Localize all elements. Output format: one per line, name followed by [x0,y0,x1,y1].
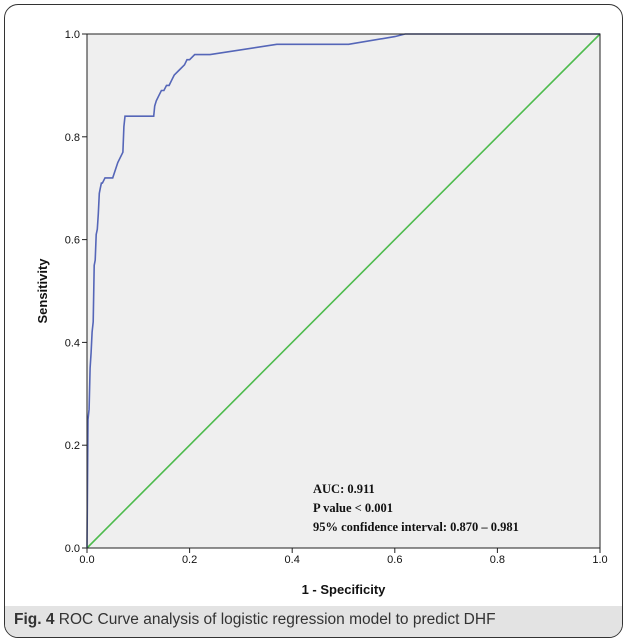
axis-ticks: 0.0 0.2 0.4 0.6 0.8 1.0 0.0 0.2 0.4 0.6 0.8 1.0 [65,29,608,566]
figure-label: Fig. 4 [14,611,55,628]
y-tick-label: 1.0 [65,29,80,41]
x-tick-label: 1.0 [592,554,607,566]
x-axis-title: 1 - Specificity [302,582,387,597]
x-tick-label: 0.6 [387,554,402,566]
reference-diagonal-line [86,33,601,549]
y-tick-label: 0.2 [65,440,80,452]
figure-caption: Fig. 4 ROC Curve analysis of logistic re… [14,611,619,629]
y-tick-label: 0.8 [65,132,80,144]
figure-caption-text: ROC Curve analysis of logistic regressio… [58,611,496,628]
plot-border [86,33,601,549]
y-tick-label: 0.6 [65,235,80,247]
annotation-auc: AUC: 0.911 [313,482,375,496]
roc-curve-line [86,33,600,549]
annotation-p-value: P value < 0.001 [313,501,393,515]
caption-bar [5,606,622,637]
x-tick-label: 0.0 [79,554,94,566]
y-tick-label: 0.4 [65,337,80,349]
series-group [86,33,601,549]
x-tick-label: 0.4 [285,554,300,566]
x-tick-label: 0.8 [490,554,505,566]
y-axis-title: Sensitivity [35,258,50,324]
x-tick-label: 0.2 [182,554,197,566]
y-tick-label: 0.0 [65,543,80,555]
annotation-confidence-interval: 95% confidence interval: 0.870 – 0.981 [313,520,519,534]
